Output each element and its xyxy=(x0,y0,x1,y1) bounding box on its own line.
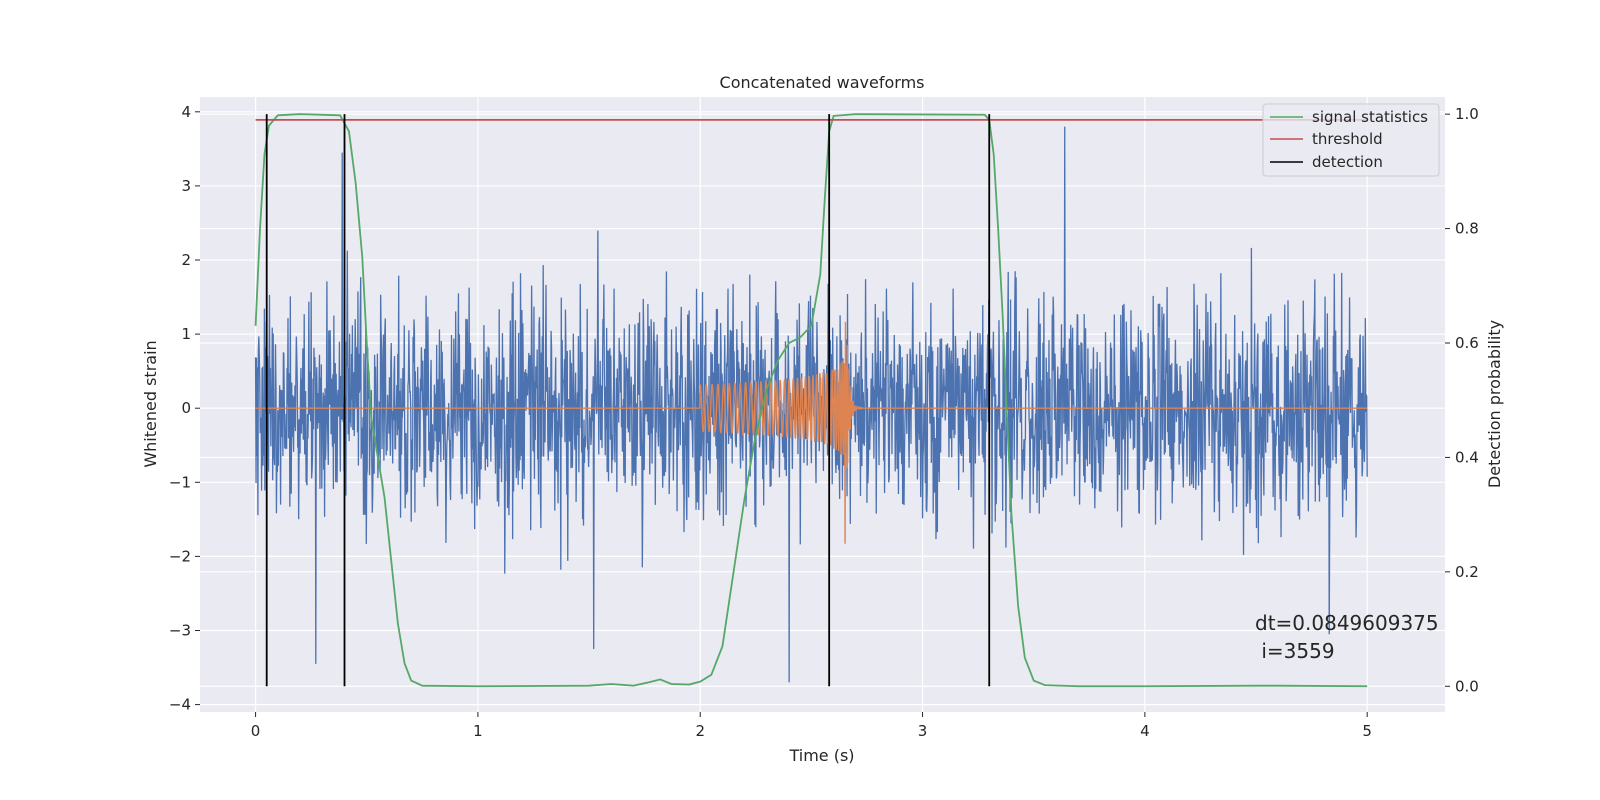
y-left-tick-label: 3 xyxy=(181,177,191,195)
y-axis-label-right: Detection probability xyxy=(1485,320,1504,488)
x-tick-label: 0 xyxy=(251,722,261,740)
y-left-tick-label: −3 xyxy=(169,621,191,639)
legend-label-threshold: threshold xyxy=(1312,130,1383,148)
signal-statistics-line xyxy=(254,113,1368,688)
legend: signal statistics threshold detection xyxy=(1262,103,1440,177)
y-left-tick-label: −4 xyxy=(169,696,191,714)
x-tick-label: 2 xyxy=(695,722,705,740)
y-right-tick-label: 0.4 xyxy=(1455,448,1479,466)
noise-series-line xyxy=(254,126,1368,683)
annotation-dt: dt=0.0849609375 xyxy=(1255,611,1439,635)
chart-title: Concatenated waveforms xyxy=(720,73,925,92)
y-right-tick-label: 1.0 xyxy=(1455,105,1479,123)
x-axis-label: Time (s) xyxy=(788,746,854,765)
y-left-tick-label: 0 xyxy=(181,399,191,417)
axes-layer: 0 1 2 3 4 5 −4 −3 −2 −1 0 1 2 3 4 0.0 0.2 0.4 0.6 0.8 1.0 xyxy=(169,103,1479,740)
data-layer xyxy=(254,113,1368,688)
y-right-tick-label: 0.8 xyxy=(1455,220,1479,238)
annotation-i: i=3559 xyxy=(1255,639,1335,663)
y-right-tick-label: 0.0 xyxy=(1455,677,1479,695)
chirp-series-line xyxy=(255,321,1368,544)
legend-label-signal-statistics: signal statistics xyxy=(1312,108,1428,126)
x-tick-label: 4 xyxy=(1140,722,1150,740)
x-tick-label: 3 xyxy=(918,722,928,740)
y-left-tick-label: −2 xyxy=(169,547,191,565)
x-tick-label: 5 xyxy=(1362,722,1372,740)
y-left-tick-label: 4 xyxy=(181,103,191,121)
y-axis-label-left: Whitened strain xyxy=(141,340,160,467)
y-left-tick-label: 2 xyxy=(181,251,191,269)
y-left-tick-label: −1 xyxy=(169,473,191,491)
y-right-tick-label: 0.2 xyxy=(1455,563,1479,581)
y-right-tick-label: 0.6 xyxy=(1455,334,1479,352)
y-left-tick-label: 1 xyxy=(181,325,191,343)
legend-box xyxy=(1262,103,1440,177)
x-tick-label: 1 xyxy=(473,722,483,740)
legend-label-detection: detection xyxy=(1312,153,1383,171)
